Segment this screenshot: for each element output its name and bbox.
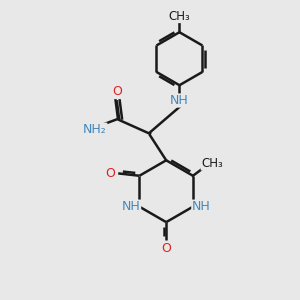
- Text: NH: NH: [170, 94, 189, 107]
- Text: O: O: [105, 167, 115, 180]
- Text: CH₃: CH₃: [201, 157, 223, 170]
- Text: O: O: [161, 242, 171, 255]
- Text: CH₃: CH₃: [169, 10, 190, 22]
- Text: NH: NH: [122, 200, 141, 213]
- Text: NH₂: NH₂: [83, 123, 107, 136]
- Text: NH: NH: [192, 200, 211, 213]
- Text: O: O: [112, 85, 122, 98]
